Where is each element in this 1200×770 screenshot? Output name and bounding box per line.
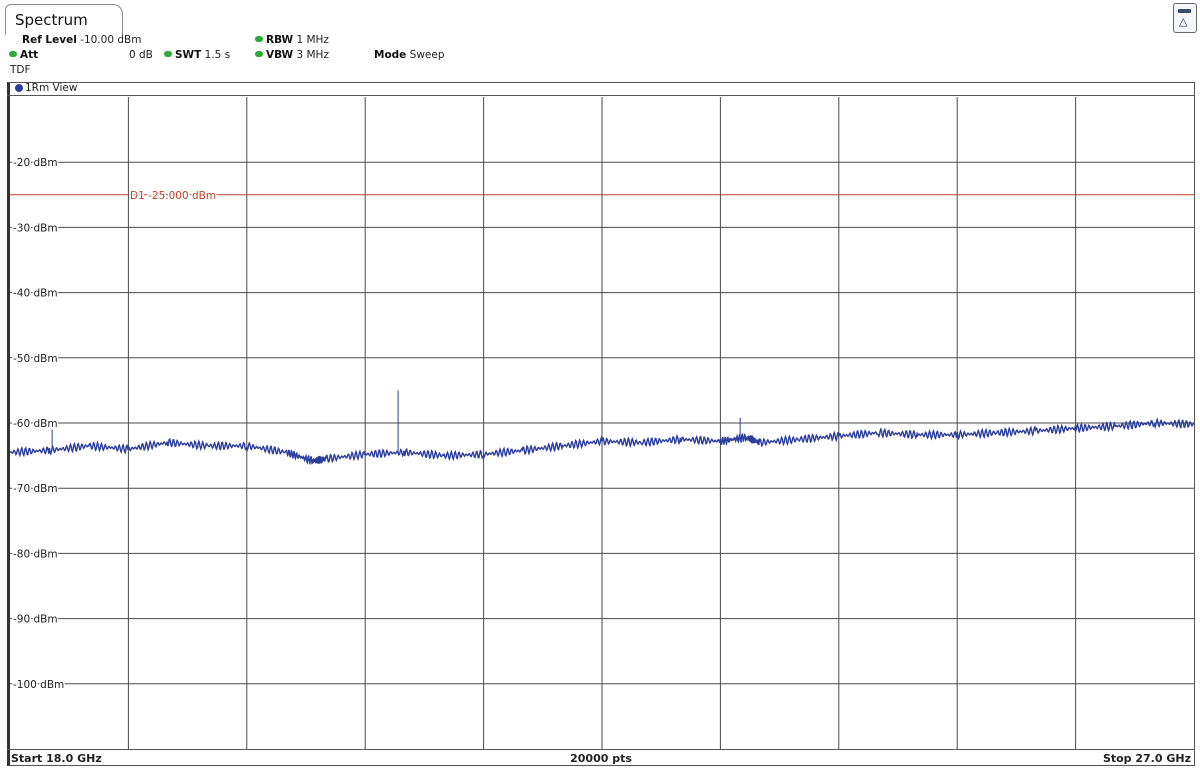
swt-status-dot [164, 51, 172, 57]
trace-1-dot [15, 84, 23, 92]
y-tick-label: -30 dBm [13, 222, 58, 234]
att-row: Att [9, 49, 38, 61]
trace-label[interactable]: 1Rm View [15, 82, 77, 94]
display-line-label: D1 -25.000 dBm [130, 190, 216, 202]
mode-row: Mode Sweep [374, 49, 445, 61]
y-tick-label: -100 dBm [13, 679, 64, 691]
ref-level-label: Ref Level [22, 34, 77, 46]
stop-frequency: Stop 27.0 GHz [1102, 752, 1191, 765]
y-tick-label: -60 dBm [13, 418, 58, 430]
mode-value: Sweep [409, 49, 445, 61]
y-tick-label: -20 dBm [13, 157, 58, 169]
tdf-label: TDF [10, 64, 31, 76]
vbw-label: VBW [266, 49, 294, 61]
spectrum-tab[interactable]: Spectrum [5, 4, 123, 35]
ref-level-row: Ref Level -10.00 dBm [22, 34, 141, 46]
y-tick-label: -90 dBm [13, 614, 58, 626]
display-config-button[interactable]: △ [1173, 3, 1197, 33]
att-label: Att [20, 49, 39, 61]
vbw-status-dot [255, 51, 263, 57]
mode-label: Mode [374, 49, 407, 61]
att-value: 0 dB [129, 49, 153, 61]
trace-1-line [9, 417, 1195, 466]
trace-label-bar: 1Rm View [7, 82, 1195, 96]
frequency-footer: Start 18.0 GHz 20000 pts Stop 27.0 GHz [7, 749, 1195, 766]
y-tick-label: -50 dBm [13, 353, 58, 365]
swt-row: SWT 1.5 s [164, 49, 230, 61]
vbw-value: 3 MHz [296, 49, 329, 61]
display-icon [1178, 9, 1191, 13]
rbw-label: RBW [266, 34, 294, 46]
rbw-row: RBW 1 MHz [255, 34, 329, 46]
ref-level-value: -10.00 dBm [80, 34, 142, 46]
rbw-status-dot [255, 36, 263, 42]
swt-value: 1.5 s [204, 49, 231, 61]
y-tick-label: -80 dBm [13, 548, 58, 560]
trace-label-text: 1Rm View [25, 82, 78, 94]
sweep-points: 20000 pts [570, 752, 632, 765]
att-status-dot [9, 51, 17, 57]
spectrum-tab-label: Spectrum [15, 11, 88, 29]
vbw-row: VBW 3 MHz [255, 49, 329, 61]
start-frequency: Start 18.0 GHz [11, 752, 102, 765]
diagram-frame [7, 82, 1195, 766]
rbw-value: 1 MHz [296, 34, 329, 46]
triangle-icon: △ [1179, 15, 1188, 28]
swt-label: SWT [175, 49, 202, 61]
y-tick-label: -70 dBm [13, 483, 58, 495]
y-tick-label: -40 dBm [13, 288, 58, 300]
